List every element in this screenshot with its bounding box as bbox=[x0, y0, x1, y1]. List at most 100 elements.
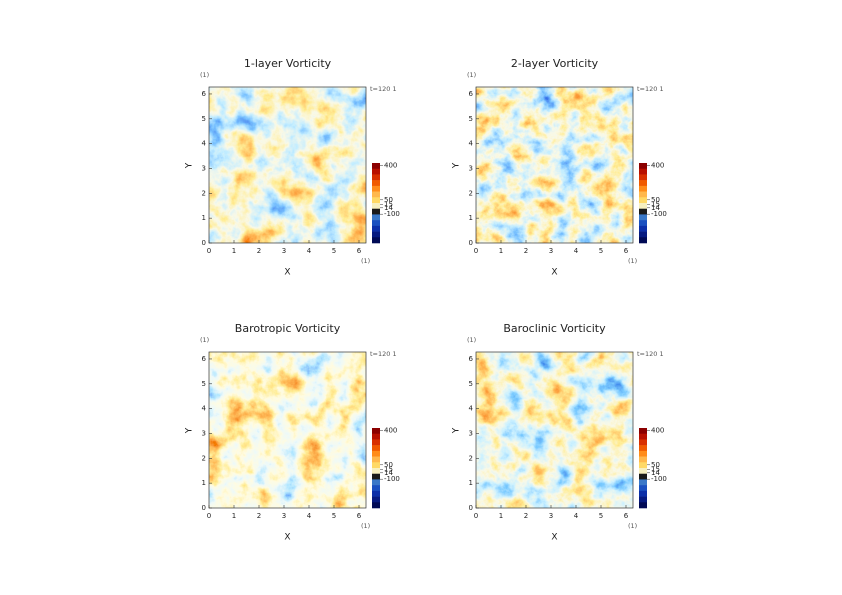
colorbar-tick-label: -100 bbox=[651, 210, 667, 218]
colorbar-segment bbox=[372, 163, 380, 170]
colorbar-segment bbox=[372, 502, 380, 509]
y-unit: (1) bbox=[467, 71, 476, 79]
colorbar-segment bbox=[639, 225, 647, 232]
y-tick-label: 2 bbox=[202, 454, 206, 462]
colorbar-segment bbox=[639, 433, 647, 440]
x-tick-label: 1 bbox=[232, 512, 236, 520]
plot-frame bbox=[208, 86, 367, 244]
x-axis-label: X bbox=[551, 533, 557, 543]
y-tick-label: 4 bbox=[469, 405, 474, 413]
y-tick-label: 0 bbox=[469, 239, 473, 247]
x-axis-label: X bbox=[284, 268, 290, 278]
colorbar-segment bbox=[372, 231, 380, 238]
colorbar-segment bbox=[372, 225, 380, 232]
colorbar-segment bbox=[372, 468, 380, 475]
x-tick-label: 5 bbox=[332, 512, 336, 520]
y-tick-label: 0 bbox=[202, 504, 206, 512]
colorbar-segment bbox=[372, 479, 380, 486]
x-unit: (1) bbox=[361, 257, 370, 265]
x-tick-label: 0 bbox=[474, 247, 478, 255]
colorbar-segment bbox=[639, 490, 647, 497]
colorbar-segment bbox=[639, 496, 647, 503]
colorbar-segment bbox=[639, 180, 647, 187]
colorbar-segment bbox=[372, 168, 380, 175]
colorbar-tick-label: 15 bbox=[651, 201, 660, 209]
x-tick-label: 0 bbox=[207, 247, 211, 255]
colorbar-tick-label: 400 bbox=[651, 161, 664, 169]
colorbar-segment bbox=[639, 208, 647, 215]
colorbar-tick-label: 50 bbox=[651, 196, 660, 204]
colorbar-segment bbox=[639, 185, 647, 192]
colorbar-segment bbox=[639, 174, 647, 181]
colorbar-segment bbox=[372, 214, 380, 221]
y-tick-label: 1 bbox=[469, 479, 473, 487]
time-label: t=120 1 bbox=[637, 85, 664, 93]
colorbar-segment bbox=[372, 208, 380, 215]
colorbar-tick-label: 400 bbox=[384, 426, 397, 434]
colorbar-segment bbox=[372, 203, 380, 210]
y-tick-label: 2 bbox=[202, 189, 206, 197]
colorbar-segment bbox=[639, 197, 647, 204]
colorbar-segment bbox=[639, 462, 647, 469]
colorbar-segment bbox=[372, 185, 380, 192]
panel: Baroclinic Vorticity (1) (1) t=120 1 X Y 0 1 2 3 4… bbox=[452, 322, 667, 543]
colorbar-segment bbox=[639, 473, 647, 480]
colorbar-segment bbox=[372, 237, 380, 244]
x-tick-label: 2 bbox=[524, 247, 528, 255]
y-tick-label: 0 bbox=[202, 239, 206, 247]
colorbar-segment bbox=[639, 485, 647, 492]
colorbar-segment bbox=[372, 191, 380, 198]
y-unit: (1) bbox=[467, 336, 476, 344]
y-tick-label: 2 bbox=[469, 189, 473, 197]
x-unit: (1) bbox=[628, 257, 637, 265]
y-tick-label: 6 bbox=[469, 90, 474, 98]
colorbar-segment bbox=[372, 433, 380, 440]
x-tick-label: 4 bbox=[574, 247, 579, 255]
plot-frame bbox=[208, 351, 367, 509]
colorbar-segment bbox=[639, 456, 647, 463]
colorbar-segment bbox=[372, 174, 380, 181]
x-tick-label: 6 bbox=[357, 247, 362, 255]
y-tick-label: 5 bbox=[469, 380, 473, 388]
x-tick-label: 6 bbox=[357, 512, 362, 520]
colorbar-segment bbox=[639, 214, 647, 221]
colorbar-segment bbox=[639, 502, 647, 509]
y-tick-label: 3 bbox=[469, 429, 473, 437]
y-tick-label: 5 bbox=[469, 115, 473, 123]
x-tick-label: 2 bbox=[524, 512, 528, 520]
colorbar-tick-label: 400 bbox=[651, 426, 664, 434]
x-tick-label: 4 bbox=[307, 512, 312, 520]
time-label: t=120 1 bbox=[370, 85, 397, 93]
colorbar-segment bbox=[372, 450, 380, 457]
panel-title: 1-layer Vorticity bbox=[244, 57, 332, 70]
panel-title: Baroclinic Vorticity bbox=[503, 322, 606, 335]
colorbar-segment bbox=[372, 490, 380, 497]
y-axis-label: Y bbox=[185, 162, 195, 169]
y-tick-label: 3 bbox=[469, 164, 473, 172]
y-unit: (1) bbox=[200, 336, 209, 344]
colorbar-segment bbox=[639, 168, 647, 175]
colorbar-segment bbox=[372, 220, 380, 227]
x-tick-label: 5 bbox=[332, 247, 336, 255]
colorbar-tick-label: 400 bbox=[384, 161, 397, 169]
colorbar-segment bbox=[639, 428, 647, 435]
y-axis-label: Y bbox=[185, 427, 195, 434]
plot-frame bbox=[475, 86, 634, 244]
y-tick-label: 4 bbox=[202, 405, 207, 413]
x-axis-label: X bbox=[284, 533, 290, 543]
panel: 2-layer Vorticity (1) (1) t=120 1 X Y 0 1 2 3 4 5 6 0… bbox=[452, 57, 667, 278]
y-axis-label: Y bbox=[452, 162, 462, 169]
y-tick-label: 2 bbox=[469, 454, 473, 462]
colorbar-segment bbox=[372, 462, 380, 469]
vorticity-field bbox=[209, 352, 366, 508]
x-tick-label: 5 bbox=[599, 512, 603, 520]
y-tick-label: 6 bbox=[202, 355, 207, 363]
x-tick-label: 3 bbox=[282, 512, 286, 520]
y-tick-label: 6 bbox=[202, 90, 207, 98]
colorbar-tick-label: 14 bbox=[651, 469, 660, 477]
x-tick-label: 6 bbox=[624, 247, 629, 255]
colorbar-tick-label: 15 bbox=[651, 466, 660, 474]
colorbar-segment bbox=[639, 445, 647, 452]
colorbar-tick-label: 14 bbox=[651, 204, 660, 212]
colorbar-segment bbox=[372, 197, 380, 204]
